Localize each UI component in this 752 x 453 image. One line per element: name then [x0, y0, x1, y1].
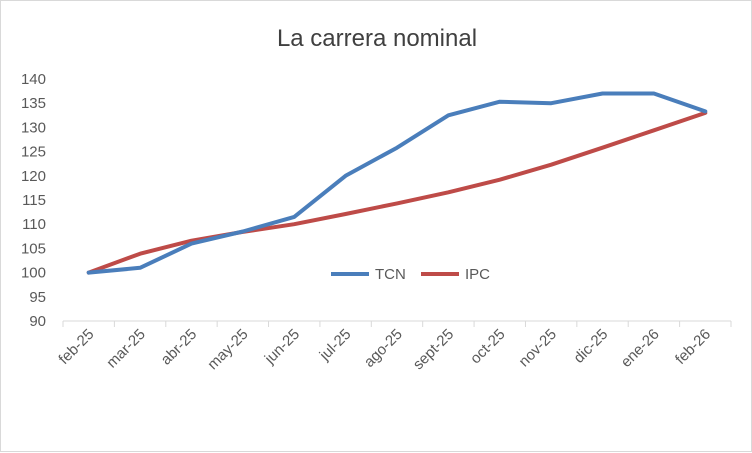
y-tick-label: 95	[29, 289, 46, 306]
x-tick-label: dic-25	[570, 326, 611, 367]
legend-label-ipc: IPC	[465, 266, 490, 283]
series-lines	[86, 91, 708, 275]
x-tick-label: feb-25	[55, 326, 97, 368]
y-tick-label: 110	[22, 216, 46, 233]
y-tick-label: 105	[21, 240, 46, 257]
x-tick-label: feb-26	[672, 326, 714, 368]
chart-title: La carrera nominal	[277, 25, 477, 52]
series-line-ipc	[86, 110, 708, 275]
x-tick-label: jul-25	[316, 326, 355, 365]
y-tick-label: 100	[21, 265, 46, 282]
y-tick-label: 125	[21, 144, 46, 161]
y-axis: 90 95 100 105 110 115 120 125 130 135 140	[21, 71, 46, 330]
y-tick-label: 120	[21, 168, 46, 185]
x-tick-label: ene-26	[618, 326, 663, 371]
y-tick-label: 115	[22, 192, 46, 209]
legend-label-tcn: TCN	[375, 266, 406, 283]
x-tick-label: mar-25	[103, 326, 149, 372]
x-tick-label: ago-25	[361, 326, 406, 371]
x-tick-label: may-25	[204, 326, 251, 373]
x-tick-label: nov-25	[516, 326, 560, 370]
y-tick-label: 135	[21, 95, 46, 112]
y-tick-label: 130	[21, 119, 46, 136]
legend: TCN IPC	[331, 266, 490, 283]
x-tick-label: oct-25	[467, 326, 509, 368]
series-line-tcn	[86, 91, 708, 275]
x-tick-label: jun-25	[261, 326, 303, 368]
y-tick-label: 90	[29, 313, 46, 330]
x-tick-label: abr-25	[158, 326, 201, 369]
x-tick-label: sept-25	[410, 326, 457, 373]
x-axis: feb-25 mar-25 abr-25 may-25 jun-25 jul-25 ago-…	[55, 320, 732, 373]
y-tick-label: 140	[21, 71, 46, 88]
